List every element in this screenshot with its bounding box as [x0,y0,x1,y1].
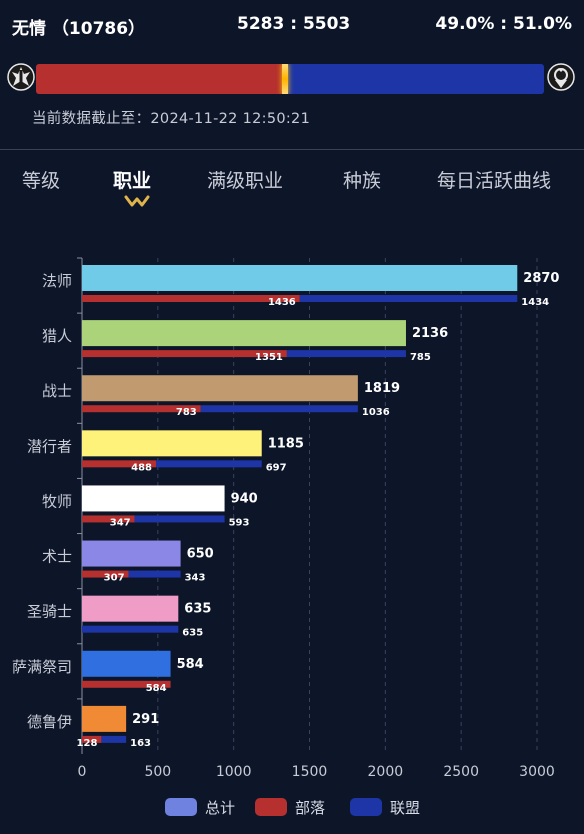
total-bar [82,540,181,567]
x-tick-label: 0 [78,764,87,780]
alliance-bar [156,460,262,468]
legend-swatch [165,798,197,816]
data-timestamp: 当前数据截止至：2024-11-22 12:50:21 [32,107,310,128]
alliance-bar [299,295,518,302]
total-bar [82,705,127,732]
horde-bar [82,735,102,743]
tab-max-level-class[interactable]: 满级职业 [207,170,284,192]
total-bar [82,265,518,291]
category-label: 战士 [42,382,72,400]
wave-indicator-icon [124,195,150,207]
x-tick-label: 1500 [292,764,328,780]
legend-label: 部落 [295,798,326,817]
total-bar [82,375,358,402]
horde-bar [82,515,135,523]
horde-bar [82,350,287,358]
ratio-divider-spark [282,64,288,94]
horde-emblem-icon [7,63,35,91]
updated-time: 2024-11-22 12:50:21 [150,111,311,127]
chart-legend: 总计 部落 联盟 [0,796,584,818]
total-value-label: 650 [187,547,214,562]
total-value-label: 291 [132,712,159,727]
x-tick-label: 500 [144,764,171,780]
legend-label: 联盟 [390,798,421,817]
horde-value-label: 307 [104,573,125,584]
horde-bar [82,460,157,468]
legend-item[interactable]: 部落 [255,796,325,818]
summary-row: 无情 （10786） 5283 : 5503 49.0% : 51.0% [0,14,584,40]
category-label: 牧师 [42,492,72,510]
horde-bar [82,295,300,302]
category-label: 潜行者 [27,437,72,455]
legend-swatch [350,798,382,816]
x-tick-label: 1000 [216,764,252,780]
updated-label: 当前数据截止至： [32,111,151,127]
faction-count-ratio: 5283 : 5503 [237,14,351,34]
horde-value-label: 1351 [255,352,283,363]
alliance-value-label: 785 [410,352,431,363]
alliance-bar [200,405,358,413]
alliance-bar [134,515,225,523]
horde-share-fill [36,64,285,94]
horde-value-label: 347 [110,517,131,528]
category-label: 法师 [42,272,72,290]
legend-swatch [255,798,287,816]
total-value-label: 584 [177,657,204,672]
tab-class[interactable]: 职业 [113,170,152,192]
total-value-label: 1819 [364,381,400,396]
alliance-emblem-icon [547,63,575,91]
legend-label: 总计 [205,798,236,817]
total-bar [82,595,179,622]
faction-percent-ratio: 49.0% : 51.0% [435,14,572,34]
category-label: 猎人 [42,327,72,345]
alliance-value-label: 593 [229,517,250,528]
alliance-bar [286,350,406,358]
total-bar [82,650,171,677]
category-label: 圣骑士 [27,603,72,621]
horde-value-label: 128 [77,738,98,749]
alliance-bar [128,570,181,578]
horde-value-label: 783 [176,407,197,418]
total-value-label: 940 [231,491,258,506]
legend-item[interactable]: 总计 [165,796,235,818]
total-value-label: 2870 [523,271,559,286]
x-tick-label: 2500 [443,764,479,780]
alliance-value-label: 1036 [362,407,390,418]
total-value-label: 2136 [412,326,448,341]
tab-level[interactable]: 等级 [22,170,61,192]
tab-race[interactable]: 种族 [343,170,382,192]
x-tick-label: 2000 [368,764,404,780]
alliance-value-label: 163 [130,738,151,749]
class-distribution-chart: 0 500 1000 1500 2000 2500 3000 法师 2870 1436 1434 猎人… [12,257,559,780]
total-value-label: 1185 [268,436,304,451]
category-label: 萨满祭司 [12,658,72,676]
horde-bar [82,405,201,413]
category-label: 德鲁伊 [27,713,72,731]
legend-item[interactable]: 联盟 [350,796,420,818]
total-bar [82,430,262,457]
horde-value-label: 488 [131,462,152,473]
horde-bar [82,680,171,688]
alliance-value-label: 635 [182,628,203,639]
alliance-value-label: 343 [185,573,206,584]
tab-daily-activity-curve[interactable]: 每日活跃曲线 [437,170,552,192]
faction-ratio-bar [0,58,584,98]
horde-value-label: 584 [146,683,167,694]
x-tick-label: 3000 [519,764,555,780]
tab-bar: 等级 职业 满级职业 种族 每日活跃曲线 [0,166,584,216]
total-bar [82,320,406,347]
alliance-value-label: 1434 [521,297,549,308]
alliance-bar [101,735,127,743]
faction-bar-track [36,64,544,94]
total-value-label: 635 [184,602,211,617]
alliance-bar [82,625,179,633]
horde-value-label: 1436 [268,297,296,308]
section-divider [0,149,584,150]
category-label: 术士 [42,548,72,566]
server-name: 无情 （10786） [12,19,146,39]
horde-bar [82,570,129,578]
total-bar [82,485,225,512]
alliance-value-label: 697 [266,462,287,473]
alliance-share-fill [285,64,544,94]
